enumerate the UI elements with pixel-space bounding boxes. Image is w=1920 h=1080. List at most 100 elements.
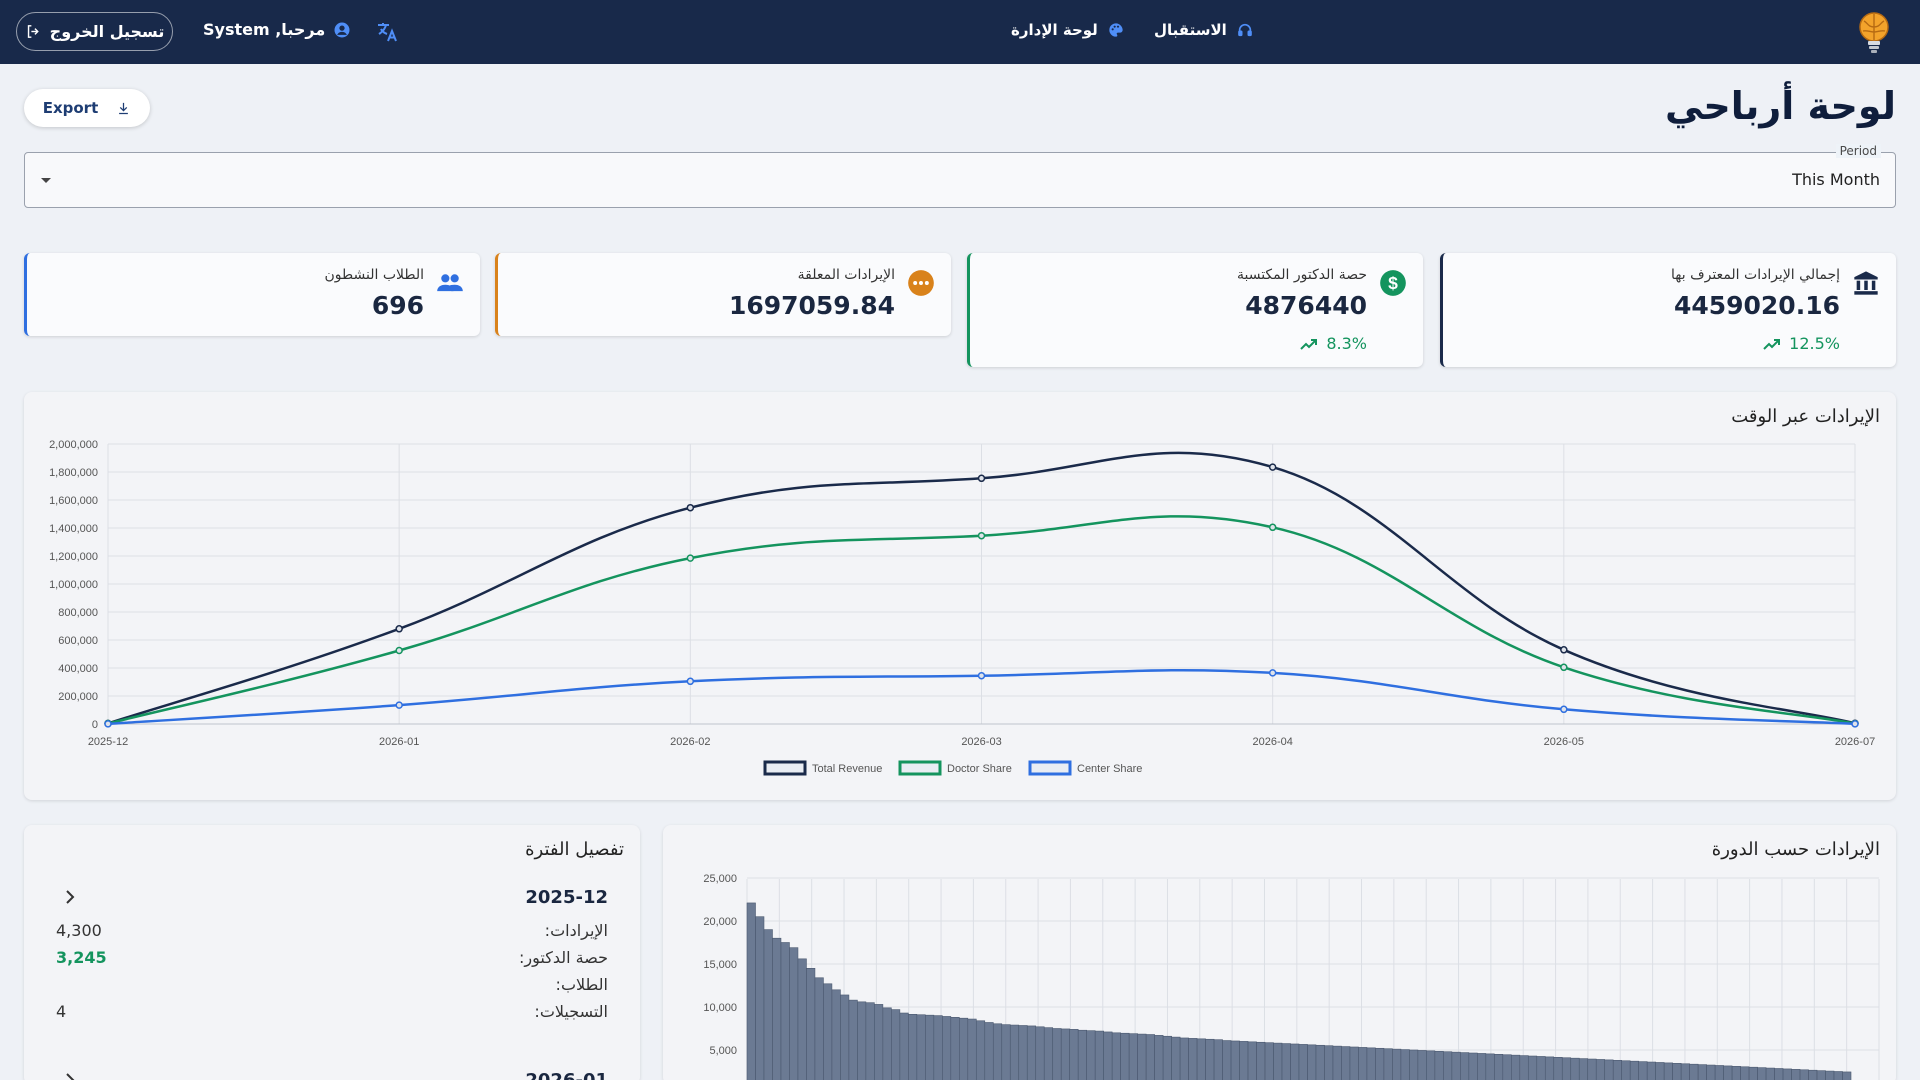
revenue-line-chart: 0 200,000 400,000 600,000 800,000 1,000,000 1,… (49, 439, 1875, 776)
stat-title: الطلاب النشطون (324, 267, 425, 283)
bar (1315, 1044, 1325, 1080)
breakdown-label: التسجيلات: (534, 1002, 608, 1021)
account-icon (334, 22, 350, 37)
bar (1120, 1032, 1130, 1080)
bar (1842, 1071, 1852, 1080)
bar (1086, 1030, 1096, 1080)
chevron-right-icon[interactable] (64, 1073, 76, 1080)
bar (1553, 1057, 1563, 1080)
breakdown-label: حصة الدكتور: (519, 948, 608, 967)
bar (1060, 1028, 1071, 1080)
bar (1460, 1052, 1470, 1080)
y-tick-label: 5,000 (709, 1045, 737, 1057)
y-tick-label: 2,000,000 (49, 439, 98, 451)
stat-trend: 8.3% (1300, 334, 1367, 353)
breakdown-title: تفصيل الفترة (525, 839, 624, 860)
bar (772, 937, 782, 1080)
x-tick-label: 2026-03 (961, 736, 1001, 748)
stat-trend-value: 8.3% (1326, 334, 1367, 353)
bar (823, 983, 833, 1080)
bar (1307, 1044, 1317, 1080)
bar (1026, 1025, 1037, 1080)
nav-reception[interactable]: الاستقبال (1154, 21, 1253, 39)
data-point (395, 701, 403, 709)
stat-card-total-revenue: إجمالي الإيرادات المعترف بها 4459020.16 … (1440, 253, 1896, 367)
welcome-user[interactable]: مرحبا, System (203, 20, 351, 39)
period-select[interactable]: Period This Month (24, 144, 1896, 208)
bar (1544, 1056, 1555, 1080)
trending-up-icon (1300, 338, 1318, 350)
bar (1273, 1042, 1283, 1080)
bar (908, 1014, 918, 1080)
bar (1595, 1059, 1606, 1080)
bar (1434, 1050, 1444, 1080)
bar (1604, 1059, 1614, 1080)
translate-icon[interactable] (376, 21, 400, 43)
bar (1680, 1063, 1690, 1080)
stat-card-pending-revenue: الإيرادات المعلقة 1697059.84 (495, 253, 951, 336)
bar (1706, 1064, 1716, 1080)
bar (1094, 1030, 1104, 1080)
x-tick-label: 2025-12 (88, 736, 128, 748)
stat-value: 4459020.16 (1673, 291, 1840, 320)
data-point (686, 503, 695, 512)
bar (1816, 1070, 1826, 1080)
period-value: This Month (1792, 170, 1880, 189)
bar (1205, 1038, 1215, 1080)
bar (1485, 1053, 1495, 1080)
bar (891, 1009, 901, 1080)
data-point (1268, 523, 1277, 532)
bar (1290, 1043, 1300, 1080)
legend-swatch (898, 760, 942, 776)
data-point (1851, 720, 1859, 728)
data-point (977, 531, 986, 540)
breakdown-value: 4 (56, 1002, 67, 1021)
bar (1536, 1056, 1546, 1080)
legend-label: Total Revenue (812, 763, 882, 775)
y-tick-label: 400,000 (58, 663, 98, 675)
data-point (1268, 669, 1277, 677)
bar (1349, 1046, 1359, 1080)
bar (1570, 1057, 1580, 1080)
bar (1001, 1024, 1011, 1080)
bar (789, 947, 799, 1080)
bar (1527, 1055, 1538, 1080)
bar (1443, 1051, 1453, 1080)
bar (1281, 1043, 1291, 1080)
bar (1774, 1068, 1784, 1080)
y-tick-label: 1,800,000 (49, 467, 98, 479)
x-tick-label: 2026-02 (670, 736, 710, 748)
y-tick-label: 1,000,000 (49, 579, 98, 591)
bar (1655, 1062, 1665, 1080)
breakdown-label: الطلاب: (555, 975, 608, 994)
bar (1009, 1024, 1020, 1080)
bar (1400, 1049, 1410, 1080)
logout-button[interactable]: تسجيل الخروج (16, 12, 173, 51)
nav-admin-dashboard[interactable]: لوحة الإدارة (1011, 21, 1124, 39)
bar (942, 1016, 952, 1080)
x-tick-label: 2026-04 (1252, 736, 1292, 748)
chevron-right-icon[interactable] (64, 890, 76, 904)
stat-title: حصة الدكتور المكتسبة (1236, 267, 1367, 283)
y-tick-label: 10,000 (703, 1002, 737, 1014)
revenue-chart-title: الإيرادات عبر الوقت (1731, 406, 1880, 427)
brain-logo-icon[interactable] (1856, 11, 1892, 55)
bar (1689, 1063, 1699, 1080)
y-tick-label: 0 (92, 719, 98, 731)
svg-text:$: $ (1388, 273, 1398, 293)
legend-swatch (763, 760, 807, 776)
export-button[interactable]: Export (24, 89, 150, 127)
revenue-by-course-bar-chart: 5,000 10,000 15,000 20,000 25,000 (703, 873, 1880, 1080)
y-tick-label: 15,000 (703, 959, 737, 971)
bar (1324, 1045, 1334, 1080)
bar (1383, 1048, 1393, 1080)
bar (1239, 1041, 1249, 1080)
data-point (395, 625, 403, 633)
bar (1069, 1029, 1079, 1080)
bar (806, 968, 816, 1080)
revenue-by-course-panel: الإيرادات حسب الدورة 5,000 10,000 15,000 20… (663, 825, 1896, 1080)
bar (1808, 1069, 1818, 1080)
data-point (686, 554, 695, 562)
bar (1230, 1040, 1240, 1080)
dropdown-arrow-icon (41, 178, 51, 183)
